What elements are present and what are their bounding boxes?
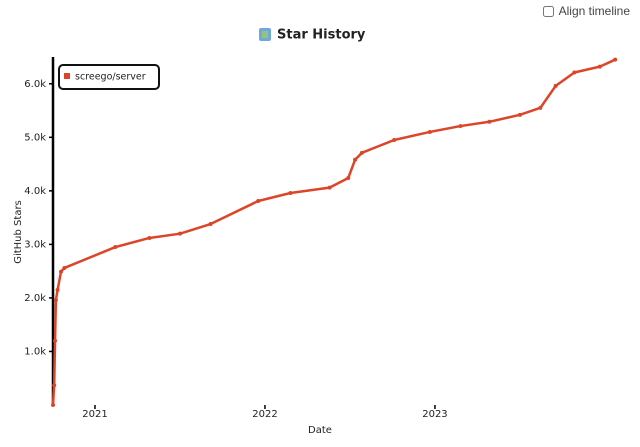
data-point — [113, 245, 118, 250]
data-point — [62, 265, 67, 270]
data-point — [208, 222, 213, 227]
data-point — [51, 403, 55, 407]
title-icon — [259, 28, 271, 41]
legend-swatch — [64, 73, 70, 79]
data-point — [53, 338, 58, 343]
data-point — [55, 287, 60, 292]
y-tick-label: 1.0k — [24, 346, 46, 357]
data-point — [613, 57, 618, 62]
align-label: Align timeline — [558, 4, 630, 18]
data-point — [353, 157, 358, 162]
y-axis-label: GitHub Stars — [13, 200, 24, 264]
chart-title: Star History — [277, 28, 366, 43]
data-point — [487, 119, 492, 124]
data-point — [147, 235, 152, 240]
data-point — [52, 383, 57, 388]
data-point — [538, 105, 543, 110]
align-checkbox[interactable] — [542, 5, 554, 17]
x-tick-label: 2021 — [82, 409, 107, 420]
align-timeline[interactable]: Align timeline — [542, 4, 630, 18]
data-point — [517, 112, 522, 117]
y-tick-label: 2.0k — [24, 293, 46, 304]
legend-box — [58, 64, 160, 90]
x-tick-label: 2023 — [422, 409, 447, 420]
data-point — [327, 185, 332, 190]
data-point — [392, 137, 397, 142]
data-point — [359, 150, 364, 155]
data-point — [53, 298, 58, 303]
y-tick-label: 4.0k — [24, 186, 46, 197]
data-point — [572, 70, 577, 75]
y-tick-label: 3.0k — [24, 239, 46, 250]
data-point — [553, 83, 558, 88]
y-tick-label: 6.0k — [24, 79, 46, 90]
legend-entry: screego/server — [75, 72, 146, 83]
data-point — [58, 269, 63, 274]
data-point — [256, 199, 261, 204]
data-point — [427, 129, 432, 134]
data-point — [458, 124, 463, 129]
data-point — [177, 231, 182, 236]
x-tick-label: 2022 — [252, 409, 277, 420]
x-axis-label: Date — [308, 425, 332, 436]
data-point — [597, 64, 602, 69]
series-line — [51, 58, 616, 406]
y-tick-label: 5.0k — [24, 132, 46, 143]
data-point — [346, 175, 351, 180]
data-point — [288, 190, 293, 195]
